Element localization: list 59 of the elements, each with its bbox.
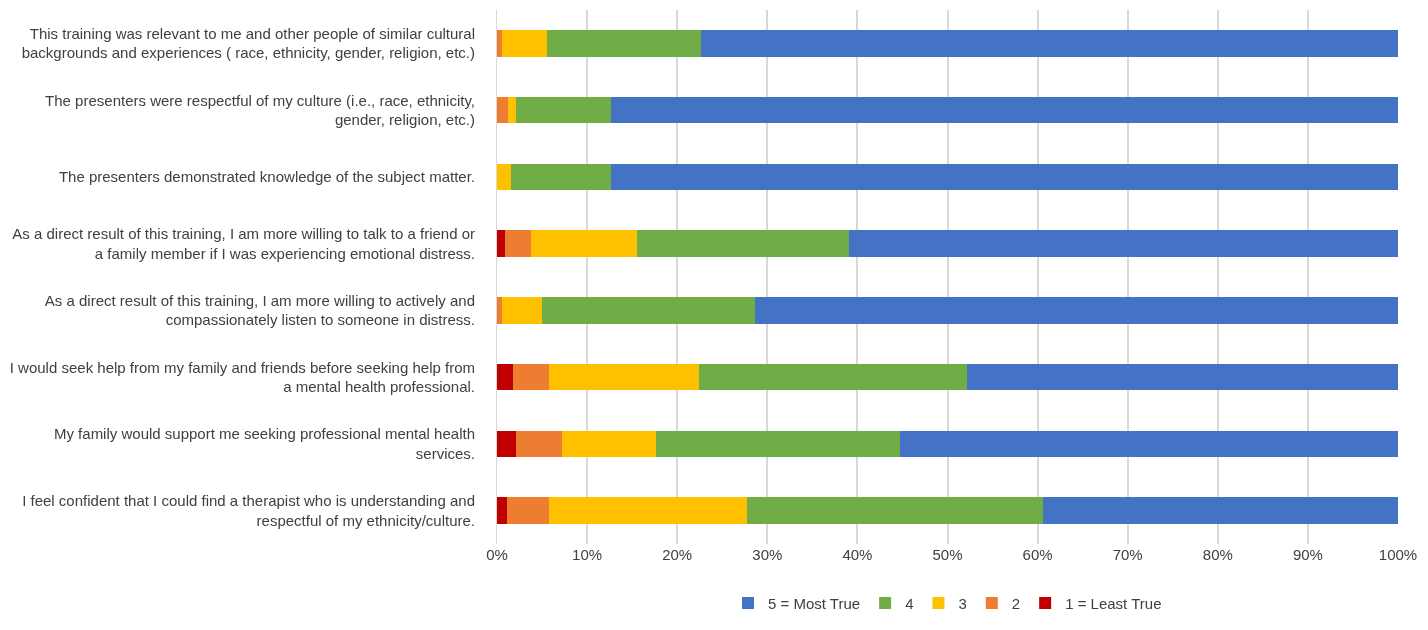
y-tick-label: This training was relevant to me and other people of similar cultural backgrounds and experiences ( race, ethnicity, gender, religion, etc.) [21, 24, 475, 62]
x-tick-label: 0% [486, 546, 508, 563]
bar [497, 163, 511, 191]
bar [849, 230, 1398, 257]
y-tick-label: As a direct result of this training, I am more willing to actively and compassionately listen to someone in distress. [44, 291, 475, 329]
bar [506, 497, 550, 524]
bar [698, 363, 968, 391]
bar [899, 430, 1398, 458]
bar [507, 96, 516, 124]
bar [1043, 497, 1398, 524]
bar [754, 297, 1398, 324]
y-tick-label: I would seek help from my family and friends before seeking help from a mental health professional. [9, 358, 475, 396]
x-tick-label: 50% [932, 546, 963, 563]
bar [497, 363, 514, 391]
bar [515, 96, 611, 124]
bar [497, 96, 508, 124]
y-tick-label: The presenters demonstrated knowledge of the subject matter. [58, 168, 475, 186]
bar [610, 163, 1398, 191]
bar [636, 230, 850, 257]
x-tick-label: 70% [1112, 546, 1143, 563]
legend-label: 5 = Most True [768, 594, 861, 612]
bar [561, 430, 657, 458]
bar [502, 30, 547, 57]
x-tick-label: 100% [1378, 546, 1418, 563]
bar [546, 30, 701, 57]
bar [497, 30, 503, 57]
x-tick-label: 60% [1022, 546, 1053, 563]
bar [497, 297, 503, 324]
bar [502, 297, 543, 324]
x-tick-label: 80% [1202, 546, 1233, 563]
y-tick-label: The presenters were respectful of my culture (i.e., race, ethnicity, gender, religion, etc.) [45, 91, 475, 129]
bar [505, 230, 532, 257]
x-tick-label: 10% [572, 546, 603, 563]
bar [549, 497, 748, 524]
legend-label: 4 [905, 594, 914, 612]
y-tick-label: I feel confident that I could find a therapist who is understanding and respectful of my ethnicity/culture. [22, 492, 475, 529]
bar [656, 430, 900, 458]
bar [497, 497, 507, 524]
y-tick-label: My family would support me seeking professional mental health services. [53, 425, 475, 462]
bar [542, 297, 755, 324]
legend-label: 1 = Least True [1065, 594, 1162, 612]
bar [513, 363, 550, 391]
bar [510, 163, 611, 191]
x-tick-label: 90% [1292, 546, 1323, 563]
bar [497, 430, 516, 458]
bar [497, 230, 506, 257]
bar [967, 363, 1398, 391]
x-tick-label: 40% [842, 546, 873, 563]
x-tick-label: 20% [662, 546, 693, 563]
bar [549, 363, 699, 391]
bar [610, 96, 1398, 124]
bar [700, 30, 1398, 57]
bar [747, 497, 1044, 524]
legend-label: 3 [958, 594, 967, 612]
x-tick-label: 30% [752, 546, 783, 563]
bar [531, 230, 637, 257]
y-tick-label: As a direct result of this training, I am more willing to talk to a friend or a family member if I was experiencing emotional distress. [12, 225, 475, 262]
legend-label: 2 [1011, 594, 1021, 612]
bar [515, 430, 562, 458]
